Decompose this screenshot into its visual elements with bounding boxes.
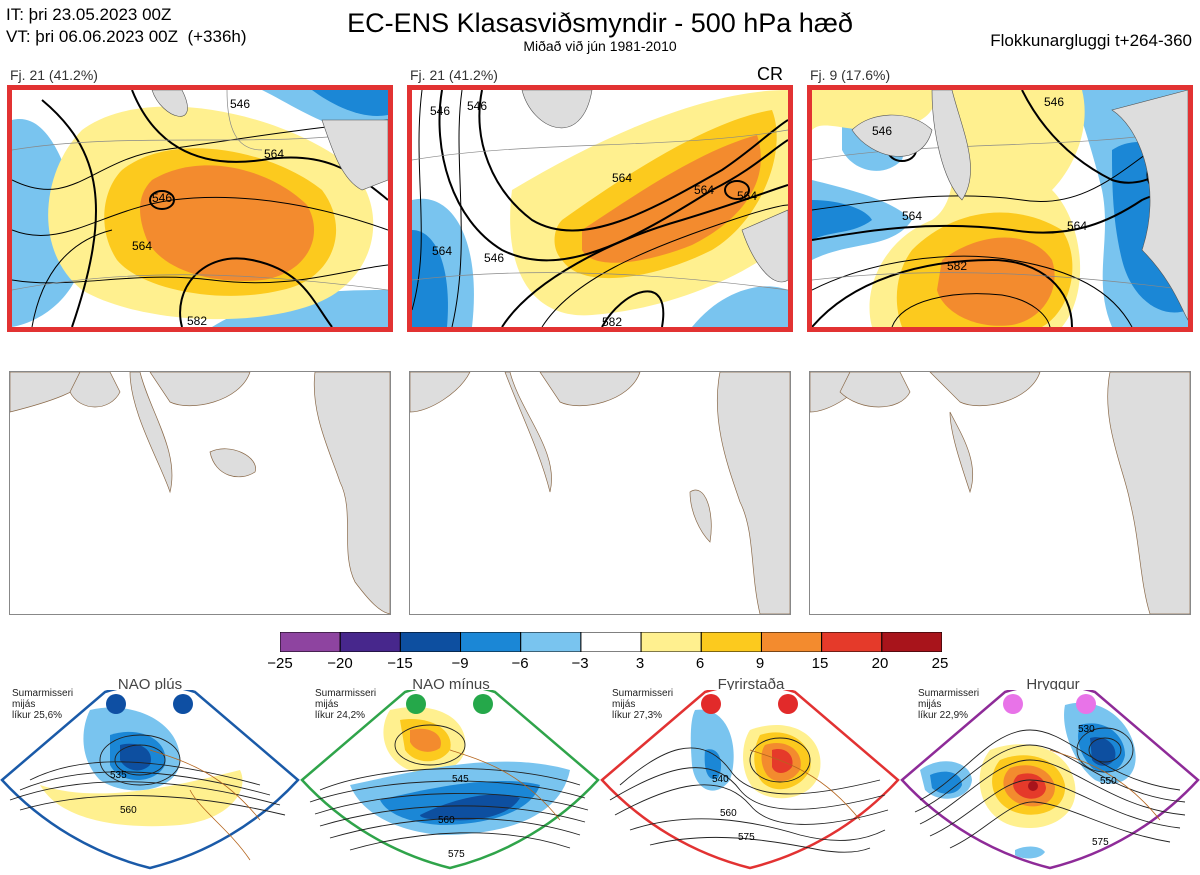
regime-2-title: NAO mínus <box>412 676 490 693</box>
contour-label: 560 <box>120 805 137 816</box>
contour-label: 546 <box>230 97 250 111</box>
contour-label: 546 <box>1044 95 1064 109</box>
colorbar-segment <box>460 631 522 653</box>
regime-1-title: NAO plús <box>117 676 183 693</box>
classification-window: Flokkunargluggi t+264-360 <box>990 31 1192 50</box>
header-times: IT: þri 23.05.2023 00Z VT: þri 06.06.2023… <box>6 4 247 48</box>
contour-label: 564 <box>132 239 152 253</box>
colorbar-tick: −9 <box>451 655 469 672</box>
colorbar-segment <box>881 631 943 653</box>
regime-4-marker <box>1003 694 1023 714</box>
contour-label: 550 <box>1100 776 1117 787</box>
colorbar-segment <box>399 631 462 653</box>
colorbar-tick: 25 <box>931 655 949 672</box>
regime-2-map: 545 560 575 <box>300 683 600 870</box>
contour-label: 546 <box>484 251 504 265</box>
colorbar-segment <box>339 631 401 653</box>
contour-label: 564 <box>1067 219 1087 233</box>
colorbar-segment <box>580 631 642 653</box>
regime-4-note: Sumarmisseri mijás líkur 22,9% <box>918 688 980 721</box>
colorbar-segment <box>700 631 762 653</box>
contour-label: 546 <box>872 124 892 138</box>
colorbar <box>279 631 943 653</box>
colorbar-tick: −20 <box>327 655 353 672</box>
regime-4-title: Hryggur <box>1026 676 1080 693</box>
contour-label: 564 <box>612 171 632 185</box>
regime-3-marker <box>778 694 798 714</box>
contour-label: 564 <box>694 183 714 197</box>
contour-label: 582 <box>602 315 622 327</box>
colorbar-tick: −3 <box>571 655 589 672</box>
colorbar-tick: 6 <box>695 655 705 672</box>
contour-label: 546 <box>430 104 450 118</box>
contour-label: 546 <box>152 191 172 205</box>
colorbar-tick: −6 <box>511 655 529 672</box>
empty-map-1 <box>9 371 391 615</box>
regime-2-note: Sumarmisseri mijás líkur 24,2% <box>315 688 377 721</box>
cluster-2-label: Fj. 21 (41.2%) <box>410 67 498 83</box>
contour-label: 582 <box>187 314 207 327</box>
contour-label: 560 <box>438 815 455 826</box>
contour-label: 575 <box>738 832 755 843</box>
contour-label: 575 <box>1092 837 1109 848</box>
cluster-2-map: 546 564 546 564 564 564 582 546 <box>407 85 793 332</box>
contour-label: 546 <box>467 99 487 113</box>
contour-label: 560 <box>720 808 737 819</box>
regime-1-marker <box>173 694 193 714</box>
regime-4-marker <box>1076 694 1096 714</box>
colorbar-tick: 3 <box>635 655 645 672</box>
cluster-3-label: Fj. 9 (17.6%) <box>810 67 891 83</box>
cluster-2-tag: CR <box>757 64 783 84</box>
empty-map-3 <box>809 371 1191 615</box>
contour-label: 564 <box>432 244 452 258</box>
regime-3-note: Sumarmisseri mijás líkur 27,3% <box>612 688 674 721</box>
vt-line: VT: þri 06.06.2023 00Z (+336h) <box>6 27 247 46</box>
regime-1-marker <box>106 694 126 714</box>
regime-1-note: Sumarmisseri mijás líkur 25,6% <box>12 688 74 721</box>
page-title: EC-ENS Klasasviðsmyndir - 500 hPa hæð <box>347 8 853 38</box>
contour-label: 535 <box>110 770 127 781</box>
regime-3-title: Fyrirstaða <box>717 676 785 693</box>
cluster-1-label: Fj. 21 (41.2%) <box>10 67 98 83</box>
regime-4-map: 530 550 575 <box>900 683 1200 870</box>
colorbar-tick: 9 <box>755 655 765 672</box>
regime-2-marker <box>473 694 493 714</box>
empty-map-2 <box>409 371 791 615</box>
page-subtitle: Miðað við jún 1981-2010 <box>523 38 677 54</box>
regime-3-marker <box>701 694 721 714</box>
cluster-3-map: 546 546 564 564 582 <box>807 85 1193 332</box>
colorbar-ticks: −25 −20 −15 −9 −6 −3 3 6 9 15 20 25 <box>267 655 948 674</box>
colorbar-segment <box>520 631 582 653</box>
colorbar-tick: 20 <box>871 655 889 672</box>
regime-1-map: 535 560 <box>0 683 300 870</box>
contour-label: 582 <box>947 259 967 273</box>
cluster-1-map: 546 564 546 564 582 <box>7 85 393 332</box>
contour-label: 564 <box>264 147 284 161</box>
colorbar-segment <box>640 631 702 653</box>
contour-label: 540 <box>712 774 729 785</box>
contour-label: 530 <box>1078 724 1095 735</box>
colorbar-segment <box>279 631 341 653</box>
colorbar-tick: 15 <box>811 655 829 672</box>
contour-label: 564 <box>902 209 922 223</box>
colorbar-segment <box>760 631 823 653</box>
contour-label: 545 <box>452 774 469 785</box>
colorbar-segment <box>821 631 883 653</box>
regime-3-map: 540 560 575 <box>600 683 900 870</box>
colorbar-tick: −15 <box>387 655 413 672</box>
contour-label: 575 <box>448 849 465 860</box>
colorbar-tick: −25 <box>267 655 293 672</box>
it-line: IT: þri 23.05.2023 00Z <box>6 5 172 24</box>
contour-label: 564 <box>737 189 757 203</box>
regime-2-marker <box>406 694 426 714</box>
